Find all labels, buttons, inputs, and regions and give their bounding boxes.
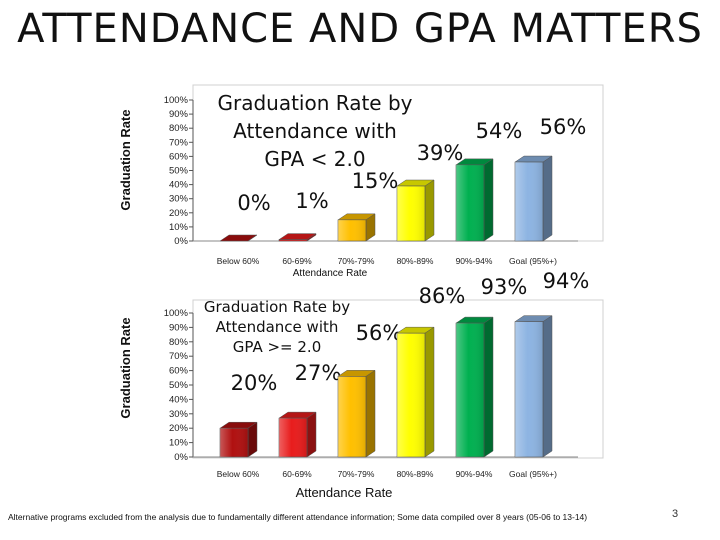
x-tick-label: 90%-94% [456,469,493,479]
x-tick-label: Goal (95%+) [509,256,557,266]
y-tick-label: 10% [169,222,189,233]
bar-highlight [515,162,543,241]
bar-highlight [515,321,543,457]
bar-6 [514,315,553,458]
y-tick-label: 30% [169,194,189,205]
y-tick-label: 90% [169,322,189,333]
y-tick-label: 70% [169,351,189,362]
bar-5 [455,158,494,242]
chart-title-line: GPA < 2.0 [264,147,365,171]
data-label: 39% [417,141,464,165]
x-tick-label: 70%-79% [338,256,375,266]
bar-side-face [247,234,258,242]
x-tick-label: 80%-89% [397,256,434,266]
data-label: 1% [295,189,328,213]
bar-4 [396,326,435,458]
bar-2 [278,233,317,242]
y-tick-label: 100% [164,95,189,106]
bar-highlight [456,164,484,241]
chart-title-line: Attendance with [233,119,397,143]
y-tick-label: 60% [169,366,189,377]
y-tick-label: 50% [169,380,189,391]
y-tick-label: 20% [169,423,189,434]
page-number: 3 [672,508,679,520]
data-label: 20% [231,371,278,395]
data-label: 93% [481,275,528,299]
y-tick-label: 50% [169,166,189,177]
y-axis-label: Graduation Rate [118,109,133,210]
bar-front-face [278,239,308,242]
y-tick-label: 0% [174,452,188,463]
bar-4 [396,179,435,242]
bar-side-face [542,315,553,458]
x-tick-label: 90%-94% [456,256,493,266]
y-tick-label: 40% [169,394,189,405]
footnote: Alternative programs excluded from the a… [8,512,588,522]
bar-highlight [456,323,484,457]
y-tick-label: 30% [169,409,189,420]
bar-highlight [397,186,425,241]
bar-side-face [424,326,435,458]
slide-title: ATTENDANCE AND GPA MATTERS [17,6,703,52]
bar-highlight [220,428,248,457]
bar-2 [278,411,317,458]
y-tick-label: 80% [169,123,189,134]
x-tick-label: 70%-79% [338,469,375,479]
x-tick-label: 60-69% [282,256,312,266]
y-tick-label: 70% [169,137,189,148]
data-label: 0% [237,191,270,215]
bar-side-face [365,369,376,458]
x-tick-label: Below 60% [217,256,260,266]
bar-highlight [338,219,366,241]
data-label: 94% [543,269,590,293]
y-tick-label: 40% [169,180,189,191]
x-tick-label: 60-69% [282,469,312,479]
x-tick-label: Below 60% [217,469,260,479]
bar-highlight [338,376,366,457]
bar-side-face [483,158,494,242]
bar-3 [337,213,376,242]
chart-gpa-below-2: 0% 10% 20% 30% 40% 50% 60% 70% 80% 90% 100% Below 6… [118,84,604,279]
chart-title-line: Graduation Rate by [217,91,412,115]
chart-title-line: Attendance with [216,318,339,336]
bar-side-face [424,179,435,242]
bar-5 [455,316,494,458]
data-label: 56% [356,321,403,345]
data-label: 27% [295,361,342,385]
data-label: 56% [540,115,587,139]
y-tick-label: 100% [164,308,189,319]
bar-1 [219,421,258,458]
y-tick-label: 20% [169,208,189,219]
bar-side-face [306,411,317,458]
bar-highlight [397,333,425,457]
y-tick-label: 90% [169,109,189,120]
bar-1 [219,234,258,242]
chart-title-line: Graduation Rate by [204,298,350,316]
data-label: 15% [352,169,399,193]
chart-title-line: GPA >= 2.0 [233,338,322,356]
bar-side-face [247,421,258,458]
bar-highlight [279,418,307,457]
y-tick-label: 0% [174,236,188,247]
bar-side-face [542,155,553,242]
x-axis-label: Attendance Rate [296,485,393,500]
x-axis-label: Attendance Rate [293,268,368,279]
data-label: 54% [476,119,523,143]
data-label: 86% [419,284,466,308]
y-tick-label: 80% [169,337,189,348]
y-tick-label: 10% [169,438,189,449]
bar-6 [514,155,553,242]
bar-3 [337,369,376,458]
bar-top-face [219,234,258,242]
y-tick-label: 60% [169,151,189,162]
bar-side-face [483,316,494,458]
chart-gpa-2-or-above: 0% 10% 20% 30% 40% 50% 60% 70% 80% 90% 100% Below 6… [118,269,604,500]
y-axis-label: Graduation Rate [118,317,133,418]
x-tick-label: Goal (95%+) [509,469,557,479]
x-tick-label: 80%-89% [397,469,434,479]
